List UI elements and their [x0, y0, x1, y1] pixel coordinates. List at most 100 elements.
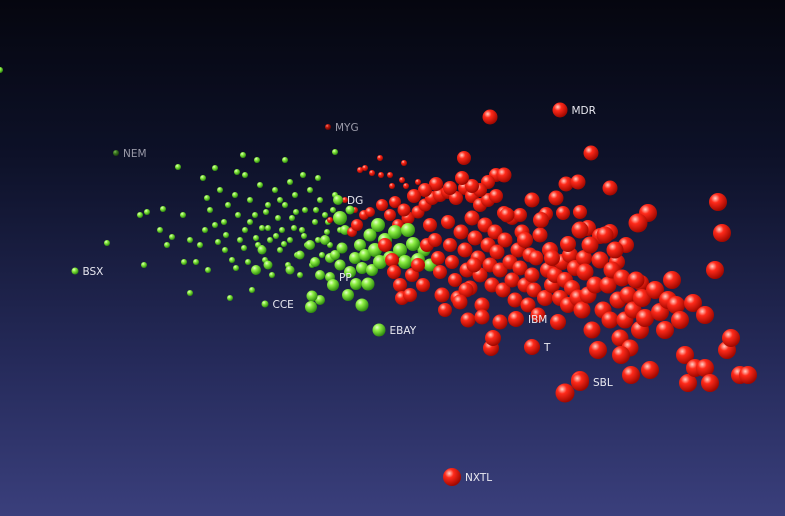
scatter-point — [233, 265, 239, 271]
scatter-point — [676, 346, 694, 364]
scatter-point — [175, 164, 181, 170]
scatter-point — [164, 242, 170, 248]
labeled-point-nem — [113, 150, 119, 156]
scatter-point — [445, 255, 459, 269]
scatter-point — [406, 237, 420, 251]
scatter-point — [589, 341, 607, 359]
scatter-point — [361, 277, 375, 291]
scatter-point — [393, 278, 407, 292]
scatter-point — [212, 222, 218, 228]
scatter-point — [289, 215, 295, 221]
scatter-point — [223, 232, 229, 238]
scatter-point — [560, 236, 576, 252]
scatter-point — [259, 225, 265, 231]
scatter-point — [438, 303, 452, 317]
scatter-point — [418, 183, 432, 197]
scatter-point — [301, 233, 307, 239]
scatter-point — [365, 207, 375, 217]
scatter-point — [235, 212, 241, 218]
scatter-point — [452, 294, 468, 310]
scatter-point — [315, 295, 325, 305]
scatter-point — [520, 297, 536, 313]
scatter-point — [556, 206, 570, 220]
scatter-point — [371, 218, 385, 232]
scatter-point — [277, 247, 283, 253]
scatter-point — [429, 177, 443, 191]
scatter-point — [507, 292, 523, 308]
scatter-point — [330, 207, 336, 213]
scatter-point — [465, 179, 479, 193]
scatter-point — [387, 172, 393, 178]
scatter-point — [411, 258, 425, 272]
scatter-point — [428, 233, 442, 247]
scatter-point — [474, 309, 490, 325]
scatter-point — [279, 227, 285, 233]
scatter-point — [369, 170, 375, 176]
point-label-t: T — [543, 342, 551, 354]
scatter-point — [431, 251, 445, 265]
labeled-point-sbl — [571, 373, 589, 391]
scatter-point — [247, 197, 253, 203]
scatter-point — [205, 267, 211, 273]
point-label-ibm: IBM — [528, 314, 547, 326]
scatter-point — [443, 238, 457, 252]
scatter-point — [492, 262, 508, 278]
points-layer — [0, 67, 757, 486]
scatter-point — [200, 175, 206, 181]
scatter-point — [713, 224, 731, 242]
scatter-point — [636, 309, 654, 327]
scatter-point — [377, 155, 383, 161]
scatter-point — [389, 183, 395, 189]
scatter-point — [350, 278, 362, 290]
scatter-point — [291, 225, 297, 231]
scatter-point — [378, 238, 392, 252]
scatter-point — [576, 263, 594, 281]
scatter-point — [229, 257, 235, 263]
scatter-point — [701, 374, 719, 392]
scatter-point — [207, 207, 213, 213]
scatter-point — [281, 241, 287, 247]
scatter-point — [217, 187, 223, 193]
scatter-point — [485, 330, 501, 346]
scatter-point — [265, 202, 271, 208]
scatter-point — [359, 249, 371, 261]
scatter-point — [0, 67, 3, 73]
scatter-point — [317, 197, 323, 203]
scatter-point — [684, 294, 702, 312]
scatter-point — [679, 374, 697, 392]
scatter-point — [467, 230, 483, 246]
scatter-point — [181, 259, 187, 265]
scatter-point — [180, 212, 186, 218]
scatter-point — [706, 261, 724, 279]
scatter-point — [397, 203, 411, 217]
scatter-point — [315, 175, 321, 181]
point-label-ebay: EBAY — [390, 325, 417, 337]
scatter-point — [524, 267, 540, 283]
scatter-point — [576, 250, 592, 266]
scatter-point — [287, 237, 293, 243]
scatter-point — [399, 177, 405, 183]
scatter-point — [524, 192, 540, 208]
scatter-point — [532, 227, 548, 243]
scatter-point — [242, 172, 248, 178]
scatter-point — [332, 149, 338, 155]
scatter-point — [269, 272, 275, 278]
scatter-point — [272, 187, 278, 193]
scatter-point — [282, 202, 288, 208]
scatter-point — [548, 190, 564, 206]
scatter-point — [622, 366, 640, 384]
scatter-point — [434, 287, 450, 303]
scatter-point — [267, 237, 273, 243]
scatter-point — [253, 235, 259, 241]
scatter-point — [263, 209, 269, 215]
scatter-point — [671, 311, 689, 329]
labeled-point-t — [524, 339, 540, 355]
scatter-point — [349, 252, 361, 264]
scatter-point — [388, 225, 402, 239]
scatter-point — [453, 224, 469, 240]
scatter-point — [448, 273, 462, 287]
scatter-point — [366, 264, 378, 276]
scatter-point — [403, 183, 409, 189]
scatter-point — [496, 167, 512, 183]
scatter-point — [342, 197, 348, 203]
